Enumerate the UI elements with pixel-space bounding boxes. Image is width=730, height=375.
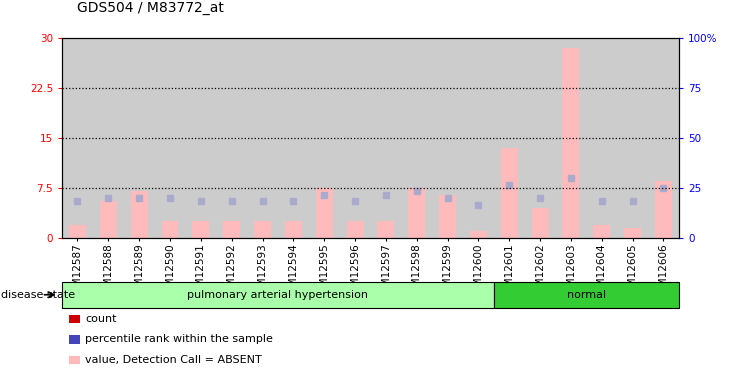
Bar — [648, 38, 679, 238]
Bar — [247, 38, 278, 238]
Bar — [309, 38, 339, 238]
Bar — [62, 38, 93, 238]
Bar — [339, 38, 371, 238]
Bar — [347, 221, 364, 238]
Bar — [618, 38, 648, 238]
Bar — [309, 38, 339, 238]
Bar — [432, 38, 463, 238]
Bar — [193, 221, 210, 238]
Text: pulmonary arterial hypertension: pulmonary arterial hypertension — [188, 290, 369, 300]
Bar — [185, 38, 216, 238]
Text: value, Detection Call = ABSENT: value, Detection Call = ABSENT — [85, 355, 262, 365]
Bar — [494, 38, 525, 238]
Bar — [618, 38, 648, 238]
Bar — [655, 181, 672, 238]
Bar — [69, 225, 86, 238]
Bar — [525, 38, 556, 238]
Bar — [648, 38, 679, 238]
Bar — [155, 38, 185, 238]
Bar — [494, 38, 525, 238]
Bar — [402, 38, 432, 238]
Bar — [161, 221, 178, 238]
Text: normal: normal — [566, 290, 606, 300]
Bar — [216, 38, 247, 238]
Bar — [624, 228, 641, 238]
Bar — [586, 38, 618, 238]
Text: percentile rank within the sample: percentile rank within the sample — [85, 334, 273, 344]
Text: disease state: disease state — [1, 290, 75, 300]
Bar — [531, 208, 548, 238]
Bar — [131, 191, 147, 238]
Bar — [408, 188, 425, 238]
Bar — [439, 195, 456, 238]
Bar — [377, 221, 394, 238]
Bar — [155, 38, 185, 238]
Bar — [185, 38, 216, 238]
Bar — [124, 38, 155, 238]
Bar — [371, 38, 402, 238]
Bar — [432, 38, 463, 238]
Bar — [62, 38, 93, 238]
Bar — [339, 38, 371, 238]
Bar — [124, 38, 155, 238]
Bar — [216, 38, 247, 238]
Bar — [316, 188, 333, 238]
Bar — [278, 38, 309, 238]
Bar — [402, 38, 432, 238]
Bar — [93, 38, 124, 238]
Bar — [223, 221, 240, 238]
Bar — [501, 148, 518, 238]
Text: GDS504 / M83772_at: GDS504 / M83772_at — [77, 1, 223, 15]
Bar — [463, 38, 494, 238]
Bar — [254, 221, 271, 238]
Bar — [247, 38, 278, 238]
Bar — [278, 38, 309, 238]
Bar — [556, 38, 586, 238]
Bar — [285, 221, 301, 238]
Bar — [470, 231, 487, 238]
Bar — [463, 38, 494, 238]
Bar — [556, 38, 586, 238]
Text: count: count — [85, 314, 117, 324]
Bar — [525, 38, 556, 238]
Bar — [586, 38, 618, 238]
Bar — [593, 225, 610, 238]
Bar — [563, 48, 580, 238]
Bar — [371, 38, 402, 238]
Bar — [93, 38, 124, 238]
Bar — [100, 201, 117, 238]
